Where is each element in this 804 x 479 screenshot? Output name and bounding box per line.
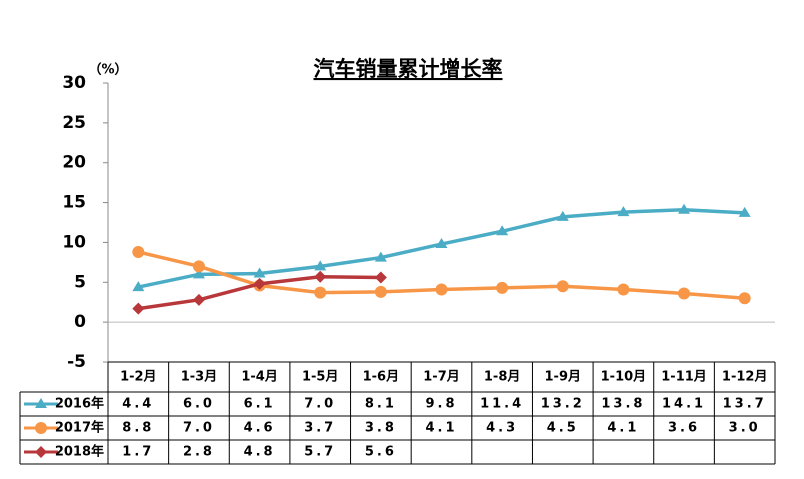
table-value: 3.8 — [365, 421, 397, 436]
table-value: 7.0 — [304, 397, 336, 412]
data-point — [556, 210, 569, 221]
table-value: 11.4 — [480, 397, 524, 412]
x-tick-label: 1-2月 — [120, 370, 157, 385]
data-point — [374, 251, 387, 262]
table-value: 6.0 — [183, 397, 215, 412]
legend-label: 2017年 — [55, 420, 104, 436]
data-point — [617, 206, 630, 217]
data-point — [192, 268, 205, 279]
data-point — [678, 203, 691, 214]
y-tick-label: 30 — [62, 73, 86, 93]
table-value: 13.2 — [541, 397, 585, 412]
x-tick-label: 1-4月 — [241, 370, 278, 385]
table-value: 6.1 — [244, 397, 276, 412]
y-tick-label: -5 — [67, 352, 86, 372]
data-point — [435, 238, 448, 249]
data-point — [374, 285, 387, 298]
data-point — [374, 271, 387, 284]
legend-marker — [35, 422, 47, 434]
data-point — [738, 206, 751, 217]
data-point — [314, 270, 327, 283]
legend-marker — [35, 398, 47, 408]
table-value: 8.8 — [122, 421, 154, 436]
table-value: 5.6 — [365, 445, 397, 460]
table-value: 5.7 — [304, 445, 336, 460]
y-tick-label: 10 — [62, 232, 86, 252]
data-point — [192, 293, 205, 306]
x-tick-label: 1-12月 — [722, 370, 768, 385]
table-value: 1.7 — [122, 445, 154, 460]
data-point — [496, 225, 509, 236]
y-tick-label: 15 — [62, 193, 86, 213]
table-value: 8.1 — [365, 397, 397, 412]
data-point — [496, 281, 509, 294]
x-tick-label: 1-10月 — [601, 370, 647, 385]
table-value: 4.1 — [607, 421, 639, 436]
chart-title: 汽车销量累计增长率 — [314, 57, 503, 81]
data-point — [617, 283, 630, 296]
legend-label: 2018年 — [55, 444, 104, 460]
data-point — [314, 286, 327, 299]
table-value: 13.7 — [723, 397, 767, 412]
y-unit: （%） — [88, 62, 127, 78]
data-point — [253, 277, 266, 290]
x-tick-label: 1-11月 — [661, 370, 707, 385]
legend-marker — [35, 446, 47, 458]
x-tick-label: 1-8月 — [484, 370, 521, 385]
y-tick-label: 20 — [62, 153, 86, 173]
x-tick-label: 1-6月 — [363, 370, 400, 385]
data-point — [678, 287, 691, 300]
data-point — [738, 292, 751, 305]
table-value: 2.8 — [183, 445, 215, 460]
y-tick-label: 25 — [62, 113, 86, 133]
data-point — [132, 245, 145, 258]
table-value: 7.0 — [183, 421, 215, 436]
table-value: 3.7 — [304, 421, 336, 436]
x-tick-label: 1-5月 — [302, 370, 339, 385]
x-tick-label: 1-7月 — [423, 370, 460, 385]
data-point — [192, 260, 205, 273]
table-value: 14.1 — [662, 397, 706, 412]
x-tick-label: 1-9月 — [545, 370, 582, 385]
data-point — [435, 283, 448, 296]
legend-label: 2016年 — [55, 396, 104, 412]
data-point — [132, 302, 145, 315]
table-value: 4.3 — [486, 421, 518, 436]
y-tick-label: 5 — [74, 272, 86, 292]
data-point — [132, 281, 145, 292]
data-point — [314, 260, 327, 271]
table-value: 4.8 — [244, 445, 276, 460]
y-tick-label: 0 — [74, 312, 86, 332]
x-tick-label: 1-3月 — [181, 370, 218, 385]
data-point — [556, 280, 569, 293]
table-value: 3.0 — [729, 421, 761, 436]
table-value: 4.4 — [122, 397, 154, 412]
table-value: 13.8 — [601, 397, 645, 412]
data-point — [253, 267, 266, 278]
table-value: 4.6 — [244, 421, 276, 436]
table-value: 4.5 — [547, 421, 579, 436]
table-value: 3.6 — [668, 421, 700, 436]
table-value: 4.1 — [425, 421, 457, 436]
table-value: 9.8 — [425, 397, 457, 412]
